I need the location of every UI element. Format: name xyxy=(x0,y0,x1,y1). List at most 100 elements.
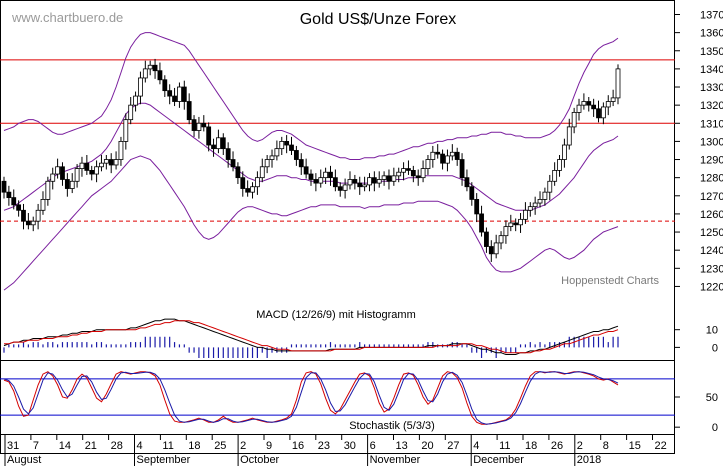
chart-title: Gold US$/Unze Forex xyxy=(300,11,457,28)
candle-body xyxy=(172,95,177,102)
candle-body xyxy=(298,159,304,168)
watermark: www.chartbuero.de xyxy=(11,10,123,25)
stochastic-label: Stochastik (5/3/3) xyxy=(349,420,435,432)
candle-body xyxy=(55,166,61,175)
candle-body xyxy=(566,126,572,146)
price-tick-label: 1290 xyxy=(700,155,723,167)
bollinger-lower-line xyxy=(3,155,619,291)
candle-body xyxy=(367,177,372,186)
macd-signal-line xyxy=(4,320,619,354)
candle-body xyxy=(318,177,324,184)
candle-body xyxy=(79,162,85,169)
candle-body xyxy=(469,186,475,200)
price-axis-labels: 1220 1230 1240 1250 1260 1270 1280 1290 1300 1310… xyxy=(700,10,723,435)
x-tick-label: 22 xyxy=(655,440,667,452)
candle-body xyxy=(605,101,611,108)
x-tick-label: 11 xyxy=(162,440,173,452)
price-tick-label: 1310 xyxy=(700,118,723,130)
candle-body xyxy=(357,182,363,188)
candle-body xyxy=(6,191,12,199)
stoch-k-line xyxy=(3,371,619,425)
candle-body xyxy=(21,209,26,222)
candle-body xyxy=(269,155,275,160)
candle-body xyxy=(547,180,553,193)
candle-body xyxy=(459,159,465,179)
candle-body xyxy=(523,209,528,220)
candle-body xyxy=(600,106,606,119)
candle-body xyxy=(561,144,567,160)
candle-body xyxy=(103,159,109,164)
candle-body xyxy=(508,222,514,228)
candle-body xyxy=(152,64,158,72)
x-tick-label: 23 xyxy=(318,440,330,452)
x-tick-label: 4 xyxy=(473,440,479,452)
x-tick-label: 18 xyxy=(525,440,537,452)
candle-body xyxy=(401,168,406,173)
candle-body xyxy=(518,218,523,226)
candle-body xyxy=(498,235,504,244)
candle-body xyxy=(25,220,31,226)
candle-body xyxy=(60,166,65,180)
x-tick-label: 31 xyxy=(7,440,19,452)
price-tick-label: 1300 xyxy=(700,136,723,148)
x-tick-label: 11 xyxy=(499,440,510,452)
candle-body xyxy=(138,77,143,97)
candle-body xyxy=(371,177,377,184)
candle-body xyxy=(586,101,592,106)
candle-body xyxy=(527,206,533,211)
price-tick-label: 1280 xyxy=(700,173,723,185)
candle-body xyxy=(493,242,499,255)
price-tick-label: 1260 xyxy=(700,209,723,221)
credit-label: Hoppenstedt Charts xyxy=(561,275,659,287)
macd-tick-label: 0 xyxy=(712,342,718,354)
month-label: November xyxy=(370,454,421,466)
price-tick-label: 1330 xyxy=(700,82,723,94)
candle-body xyxy=(571,111,577,128)
candle-body xyxy=(259,166,265,179)
candle-body xyxy=(488,246,494,255)
candle-body xyxy=(133,95,138,106)
x-tick-label: 9 xyxy=(266,440,272,452)
candle-body xyxy=(454,151,460,160)
candle-body xyxy=(581,101,587,106)
candle-body xyxy=(40,199,46,211)
x-tick-label: 18 xyxy=(188,440,200,452)
x-tick-label: 15 xyxy=(629,440,641,452)
candle-body xyxy=(464,177,470,188)
x-tick-label: 21 xyxy=(85,440,97,452)
candle-body xyxy=(191,119,197,131)
candle-body xyxy=(50,173,56,182)
candle-body xyxy=(474,199,480,215)
bollinger-upper-line xyxy=(3,32,619,160)
candle-body xyxy=(30,220,36,226)
candle-body xyxy=(235,166,241,179)
price-tick-label: 1350 xyxy=(700,46,723,58)
stochastic-layer xyxy=(0,371,675,425)
candle-body xyxy=(381,175,387,180)
x-tick-label: 2 xyxy=(577,440,583,452)
candle-body xyxy=(596,108,601,119)
candle-body xyxy=(84,162,90,171)
x-tick-label: 13 xyxy=(396,440,408,452)
candle-body xyxy=(211,144,216,150)
candle-body xyxy=(347,179,353,186)
candle-body xyxy=(177,86,182,102)
candle-body xyxy=(293,150,299,160)
candle-body xyxy=(16,204,22,211)
month-label: September xyxy=(137,454,191,466)
candle-body xyxy=(147,64,153,70)
candle-body xyxy=(245,188,251,193)
candle-body xyxy=(610,97,616,102)
candle-body xyxy=(196,122,202,131)
macd-label: MACD (12/26/9) mit Histogramm xyxy=(256,309,416,321)
candle-body xyxy=(123,119,129,142)
candle-body xyxy=(362,184,368,188)
candle-body xyxy=(352,179,358,184)
candle-body xyxy=(332,177,338,188)
candle-body xyxy=(274,148,280,157)
candle-body xyxy=(99,162,104,168)
candle-body xyxy=(406,168,411,171)
candle-body xyxy=(142,68,148,79)
candle-body xyxy=(89,170,95,175)
